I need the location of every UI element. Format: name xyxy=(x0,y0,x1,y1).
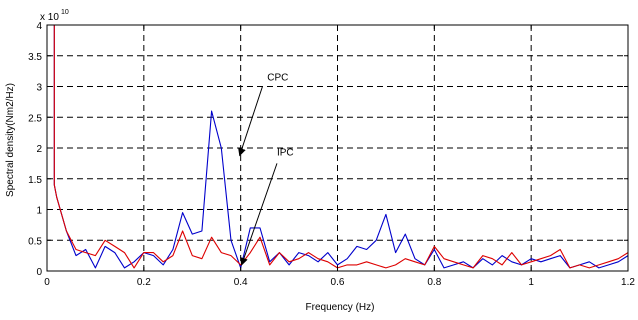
annotation-arrow xyxy=(238,86,263,157)
y-tick-label: 0 xyxy=(36,267,42,278)
series-line-2 xyxy=(53,25,629,269)
y-tick-label: 1.5 xyxy=(28,175,42,186)
x-tick-label: 0 xyxy=(44,277,50,288)
x-tick-label: 1 xyxy=(528,277,534,288)
y-multiplier-label: x 10 xyxy=(40,12,59,23)
x-tick-label: 0.6 xyxy=(331,277,345,288)
annotation-label: CPC xyxy=(267,72,288,83)
grid-lines xyxy=(47,25,628,271)
y-axis-label: Spectral density(Nm2/Hz) xyxy=(5,83,16,197)
annotation-arrow xyxy=(240,163,278,266)
y-tick-label: 4 xyxy=(36,21,42,32)
x-tick-label: 0.4 xyxy=(234,277,248,288)
y-tick-label: 2.5 xyxy=(28,113,42,124)
annotation-label: IPC xyxy=(277,147,294,158)
x-tick-label: 0.2 xyxy=(137,277,151,288)
y-tick-label: 3.5 xyxy=(28,52,42,63)
x-axis-label: Frequency (Hz) xyxy=(306,302,375,313)
axis-ticks: 0 0.2 0.4 0.6 0.8 1 1.2 0 0.5 1 1.5 2 2.5 3 3.5 4 xyxy=(28,21,635,288)
y-tick-label: 0.5 xyxy=(28,236,42,247)
y-tick-label: 1 xyxy=(36,206,42,217)
annotations: CPC IPC xyxy=(238,72,294,266)
y-multiplier-exponent: 10 xyxy=(61,9,69,16)
y-tick-label: 2 xyxy=(36,144,42,155)
series-layer xyxy=(53,25,629,269)
y-tick-label: 3 xyxy=(36,83,42,94)
x-tick-label: 1.2 xyxy=(621,277,635,288)
series-line-1 xyxy=(53,25,629,269)
x-tick-label: 0.8 xyxy=(427,277,441,288)
